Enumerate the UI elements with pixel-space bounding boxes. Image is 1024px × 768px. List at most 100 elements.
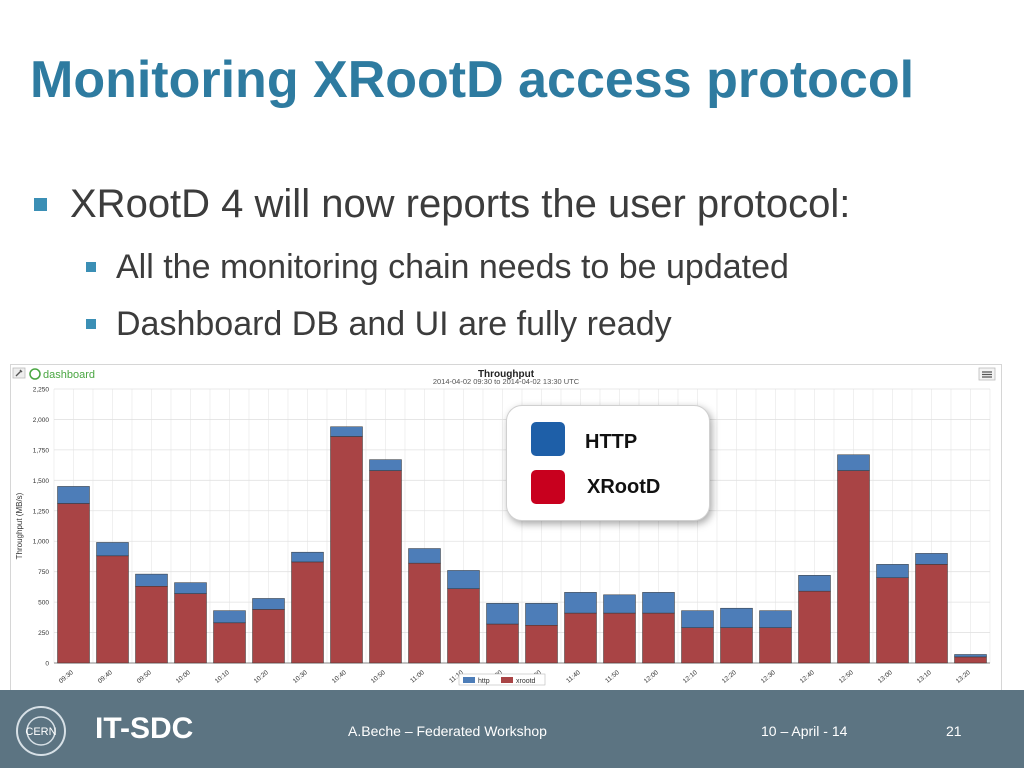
bar-http[interactable]	[447, 570, 480, 589]
bar-xrootd[interactable]	[135, 586, 168, 664]
x-tick-label: 12:10	[682, 669, 699, 685]
y-tick-label: 1,750	[33, 447, 50, 454]
bar-xrootd[interactable]	[330, 436, 363, 664]
slide-title: Monitoring XRootD access protocol	[30, 51, 915, 109]
bar-http[interactable]	[525, 603, 558, 626]
x-tick-label: 12:20	[721, 669, 738, 685]
x-tick-label: 10:30	[292, 669, 309, 685]
xrootd-color-swatch	[531, 470, 565, 504]
bullet-square-icon	[86, 262, 96, 272]
bar-xrootd[interactable]	[603, 612, 636, 664]
x-tick-label: 10:40	[331, 669, 348, 685]
legend-label-http: http	[478, 678, 490, 685]
bar-xrootd[interactable]	[564, 612, 597, 664]
bar-xrootd[interactable]	[408, 562, 441, 664]
bar-xrootd[interactable]	[798, 590, 831, 664]
x-tick-label: 09:50	[136, 669, 153, 685]
y-tick-label: 0	[45, 661, 49, 668]
bar-xrootd[interactable]	[486, 623, 519, 664]
bar-xrootd[interactable]	[759, 627, 792, 664]
bar-xrootd[interactable]	[642, 612, 675, 664]
throughput-chart: dashboard Throughput 2014-04-02 09:30 to…	[12, 367, 996, 686]
bullet-text: All the monitoring chain needs to be upd…	[116, 248, 789, 286]
y-tick-label: 750	[38, 569, 49, 576]
bullet-square-icon	[86, 319, 96, 329]
x-tick-label: 10:20	[253, 669, 270, 685]
bar-xrootd[interactable]	[681, 627, 714, 664]
bar-http[interactable]	[837, 454, 870, 471]
legend-swatch-http	[463, 677, 475, 683]
bar-xrootd[interactable]	[291, 561, 324, 664]
bar-http[interactable]	[252, 598, 285, 610]
y-tick-label: 2,000	[33, 417, 50, 424]
bar-http[interactable]	[369, 459, 402, 471]
hamburger-menu-icon[interactable]	[978, 367, 996, 381]
bar-xrootd[interactable]	[447, 588, 480, 664]
bar-xrootd[interactable]	[876, 577, 909, 664]
bar-http[interactable]	[408, 548, 441, 564]
bar-xrootd[interactable]	[915, 564, 948, 664]
x-tick-label: 12:00	[643, 669, 660, 685]
x-tick-label: 10:50	[370, 669, 387, 685]
http-legend-label: HTTP	[585, 431, 638, 453]
x-tick-label: 13:20	[955, 669, 972, 685]
bar-http[interactable]	[174, 582, 207, 594]
y-axis-label: Throughput (MB/s)	[15, 492, 24, 559]
chart-title: Throughput	[478, 369, 535, 380]
bar-http[interactable]	[720, 607, 753, 628]
bar-xrootd[interactable]	[252, 609, 285, 664]
legend-swatch-xrootd	[501, 677, 513, 683]
bar-http[interactable]	[213, 610, 246, 624]
bar-http[interactable]	[96, 542, 129, 557]
bar-http[interactable]	[876, 564, 909, 579]
y-tick-label: 500	[38, 600, 49, 607]
y-tick-label: 1,000	[33, 539, 50, 546]
bar-http[interactable]	[915, 553, 948, 565]
y-tick-label: 2,250	[33, 387, 50, 394]
bar-http[interactable]	[603, 594, 636, 614]
bar-http[interactable]	[681, 610, 714, 628]
x-tick-label: 13:10	[916, 669, 933, 685]
dashboard-logo: dashboard	[29, 368, 95, 381]
group-logo: IT-SDC	[95, 712, 194, 745]
bar-http[interactable]	[135, 573, 168, 587]
bar-xrootd[interactable]	[525, 624, 558, 664]
cern-logo: CERN	[16, 706, 66, 756]
protocol-legend-overlay: HTTP XRootD	[506, 405, 710, 521]
x-tick-label: 12:50	[838, 669, 855, 685]
x-tick-label: 09:40	[97, 669, 114, 685]
bar-xrootd[interactable]	[720, 627, 753, 664]
bar-xrootd[interactable]	[954, 656, 987, 664]
x-tick-label: 10:00	[175, 669, 192, 685]
bar-http[interactable]	[564, 592, 597, 614]
bar-http[interactable]	[57, 486, 90, 504]
x-tick-label: 11:40	[565, 669, 582, 685]
dashboard-logo-text: dashboard	[43, 369, 95, 381]
bar-http[interactable]	[642, 592, 675, 614]
bar-xrootd[interactable]	[213, 622, 246, 664]
bar-http[interactable]	[798, 575, 831, 592]
bar-http[interactable]	[954, 654, 987, 658]
y-tick-label: 1,500	[33, 478, 50, 485]
x-tick-label: 10:10	[214, 669, 231, 685]
bar-xrootd[interactable]	[174, 593, 207, 664]
x-tick-label: 12:40	[799, 669, 816, 685]
bar-http[interactable]	[486, 603, 519, 625]
bar-http[interactable]	[330, 426, 363, 437]
x-tick-label: 11:50	[604, 669, 621, 685]
y-tick-label: 250	[38, 630, 49, 637]
footer-author: A.Beche – Federated Workshop	[348, 723, 547, 739]
legend-label-xrootd: xrootd	[516, 678, 536, 685]
throughput-chart-panel: dashboard Throughput 2014-04-02 09:30 to…	[10, 364, 1002, 692]
wrench-icon[interactable]	[12, 367, 26, 379]
bar-xrootd[interactable]	[57, 503, 90, 664]
footer-date: 10 – April - 14	[761, 723, 848, 739]
bar-xrootd[interactable]	[369, 470, 402, 664]
bar-xrootd[interactable]	[837, 470, 870, 664]
bar-xrootd[interactable]	[96, 555, 129, 664]
x-tick-label: 11:00	[409, 669, 426, 685]
bar-http[interactable]	[291, 551, 324, 563]
slide-footer: CERN IT-SDC A.Beche – Federated Workshop…	[0, 690, 1024, 768]
xrootd-legend-label: XRootD	[587, 476, 661, 498]
bar-http[interactable]	[759, 610, 792, 628]
